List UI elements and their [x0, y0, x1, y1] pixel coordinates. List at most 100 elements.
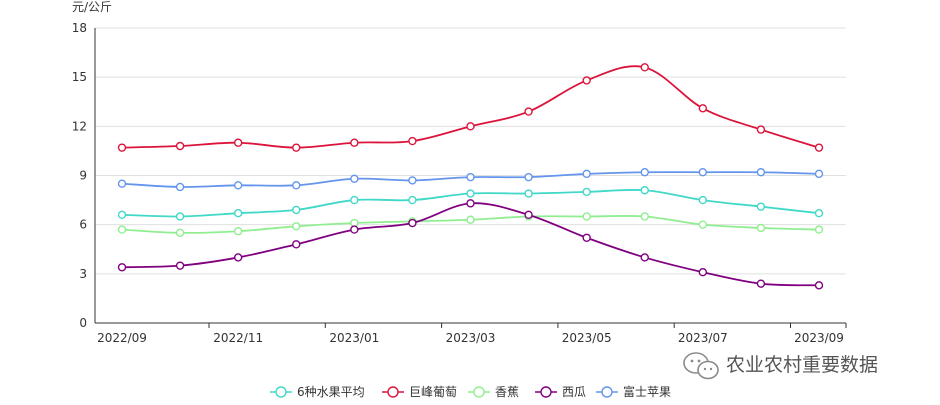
legend-item-4[interactable]: 富士苹果 [596, 384, 671, 399]
legend-item-0[interactable]: 6种水果平均 [270, 385, 365, 399]
legend-item-2[interactable]: 香蕉 [468, 385, 519, 399]
data-point[interactable] [756, 279, 766, 288]
data-point[interactable] [350, 225, 359, 234]
data-point[interactable] [292, 240, 301, 249]
x-tick-label: 2023/09 [794, 331, 844, 345]
data-point[interactable] [233, 208, 243, 218]
series-line[interactable] [121, 202, 820, 287]
data-point[interactable] [814, 208, 824, 218]
series-group [117, 63, 824, 290]
data-point[interactable] [756, 202, 766, 211]
data-point[interactable] [582, 76, 591, 85]
x-tick-label: 2023/01 [329, 331, 379, 345]
data-point[interactable] [117, 263, 127, 272]
data-point[interactable] [582, 233, 591, 242]
data-point[interactable] [175, 141, 185, 151]
data-point[interactable] [175, 228, 185, 238]
x-tick-label: 2023/07 [678, 331, 728, 345]
legend-marker [473, 386, 485, 398]
data-point[interactable] [350, 195, 359, 205]
data-point[interactable] [640, 212, 649, 221]
data-point[interactable] [640, 63, 649, 72]
data-point[interactable] [292, 181, 301, 190]
legend-marker [387, 386, 399, 398]
data-point[interactable] [233, 253, 243, 262]
data-point[interactable] [408, 136, 417, 146]
data-point[interactable] [466, 122, 475, 131]
data-point[interactable] [524, 107, 533, 116]
data-point[interactable] [756, 168, 766, 177]
legend-item-3[interactable]: 西瓜 [535, 385, 586, 399]
data-point[interactable] [524, 189, 533, 198]
axes: 0 3 6 9 12 15 18 2022/09 2022/11 2023/01 2023/03 20… [72, 21, 847, 345]
data-point[interactable] [814, 169, 824, 179]
data-point[interactable] [466, 199, 475, 208]
data-point[interactable] [582, 169, 591, 179]
data-point[interactable] [292, 143, 301, 152]
data-point[interactable] [582, 212, 591, 221]
legend-label: 富士苹果 [623, 384, 671, 399]
data-point[interactable] [698, 267, 708, 277]
data-point[interactable] [698, 168, 708, 177]
series-3[interactable] [117, 199, 824, 290]
y-tick-label: 15 [72, 70, 87, 84]
data-point[interactable] [233, 227, 243, 236]
legend-item-1[interactable]: 巨峰葡萄 [382, 385, 457, 399]
data-point[interactable] [408, 218, 417, 228]
data-point[interactable] [698, 220, 708, 229]
data-point[interactable] [524, 210, 533, 220]
legend-label: 西瓜 [562, 385, 586, 399]
data-point[interactable] [408, 176, 417, 185]
wechat-icon [683, 352, 719, 380]
data-point[interactable] [466, 189, 475, 198]
data-point[interactable] [117, 225, 127, 234]
data-point[interactable] [582, 187, 591, 197]
data-point[interactable] [698, 195, 708, 205]
data-point[interactable] [233, 181, 243, 190]
data-point[interactable] [175, 261, 185, 270]
data-point[interactable] [814, 143, 824, 152]
legend-marker [275, 386, 287, 398]
data-point[interactable] [175, 182, 185, 192]
data-point[interactable] [292, 222, 301, 231]
data-point[interactable] [756, 125, 766, 134]
data-point[interactable] [466, 215, 475, 224]
series-1[interactable] [117, 63, 824, 152]
watermark-text: 农业农村重要数据 [726, 354, 878, 376]
x-tick-label: 2022/09 [97, 331, 147, 345]
y-axis-unit-label: 元/公斤 [72, 0, 112, 14]
data-point[interactable] [814, 225, 824, 234]
x-tick-label: 2023/05 [562, 331, 612, 345]
legend-marker [540, 386, 552, 398]
data-point[interactable] [292, 205, 301, 215]
data-point[interactable] [756, 223, 766, 233]
data-point[interactable] [698, 104, 708, 113]
y-tick-label: 0 [79, 316, 87, 330]
data-point[interactable] [814, 281, 824, 290]
legend[interactable]: 6种水果平均 巨峰葡萄 香蕉 西瓜 富士苹果 [270, 384, 671, 399]
x-tick-label: 2023/03 [446, 331, 496, 345]
data-point[interactable] [175, 212, 185, 221]
data-point[interactable] [350, 174, 359, 183]
data-point[interactable] [640, 186, 649, 195]
series-line[interactable] [121, 65, 820, 149]
y-tick-label: 18 [72, 21, 87, 35]
y-tick-label: 3 [79, 267, 87, 281]
watermark: 农业农村重要数据 [683, 352, 878, 380]
data-point[interactable] [524, 172, 533, 182]
data-point[interactable] [640, 253, 649, 262]
data-point[interactable] [117, 210, 127, 220]
data-point[interactable] [466, 172, 475, 182]
data-point[interactable] [117, 179, 127, 188]
series-0[interactable] [117, 186, 824, 221]
data-point[interactable] [408, 195, 417, 205]
legend-label: 香蕉 [495, 385, 519, 399]
data-point[interactable] [117, 143, 127, 152]
series-4[interactable] [117, 168, 824, 192]
data-point[interactable] [350, 138, 359, 147]
data-point[interactable] [640, 168, 649, 177]
data-point[interactable] [233, 138, 243, 147]
grid-lines [95, 27, 846, 275]
